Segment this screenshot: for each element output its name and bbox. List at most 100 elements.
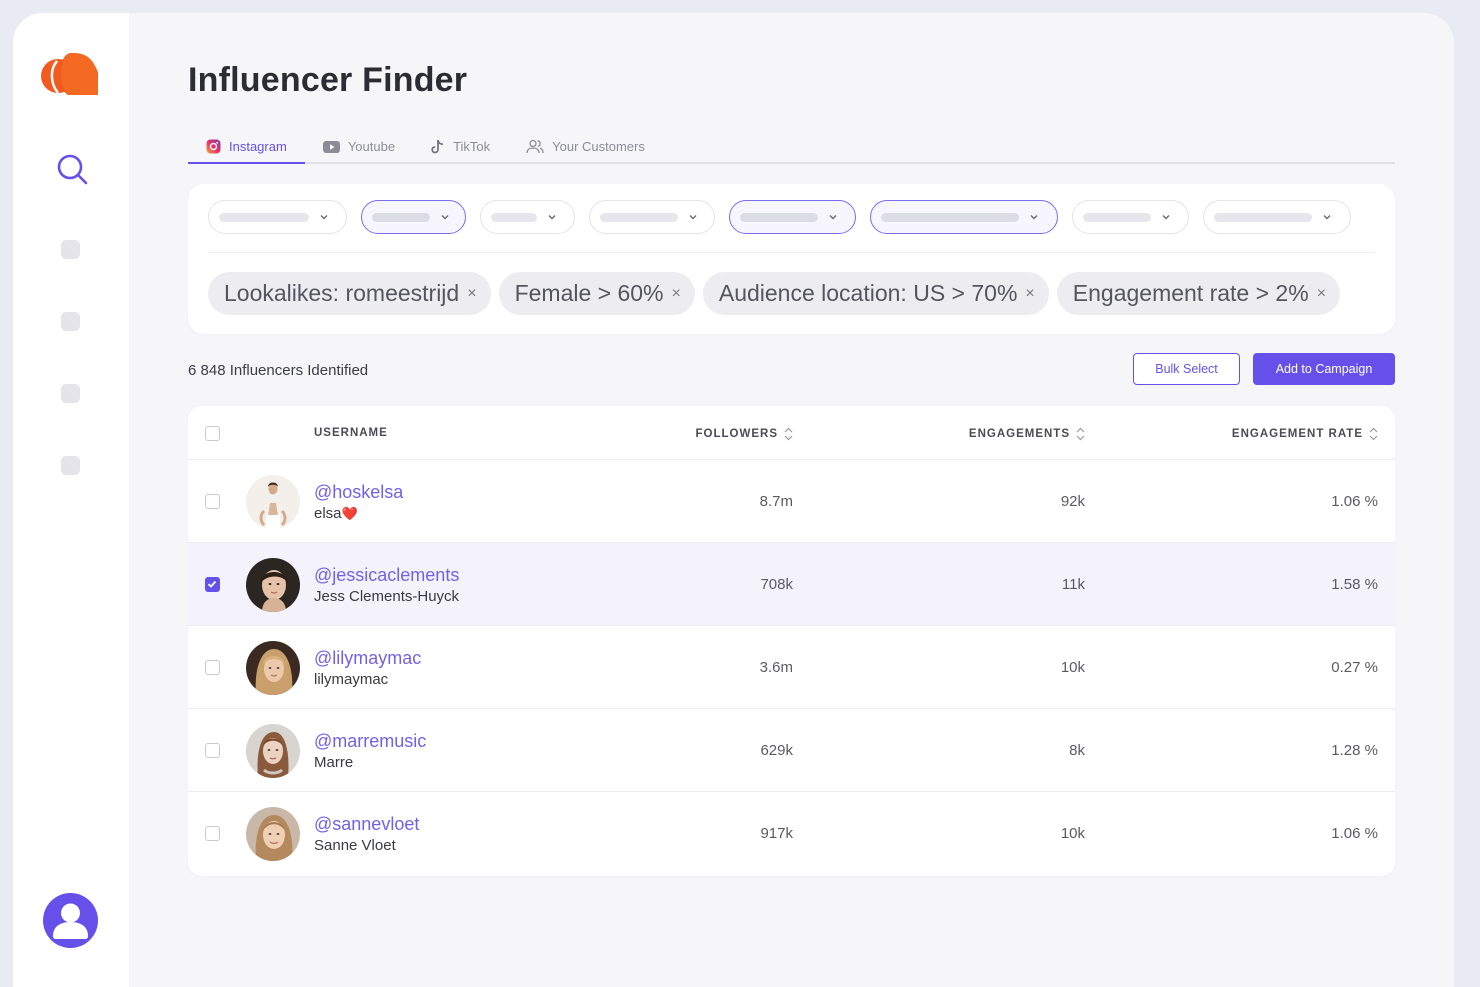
- users-icon: [526, 139, 544, 154]
- tab-youtube[interactable]: Youtube: [305, 131, 413, 162]
- placeholder-bar: [219, 212, 309, 222]
- table-row[interactable]: @lilymaymac lilymaymac 3.6m 10k 0.27 %: [188, 626, 1395, 709]
- engagement-rate-value: 0.27 %: [1331, 659, 1378, 676]
- remove-chip-icon[interactable]: ×: [671, 284, 681, 302]
- nav-item-placeholder-icon[interactable]: [61, 312, 80, 331]
- column-header-engagement-rate[interactable]: ENGAGEMENT RATE: [1232, 427, 1378, 441]
- nav-item-placeholder-icon[interactable]: [61, 384, 80, 403]
- tab-label: Youtube: [347, 139, 396, 154]
- row-checkbox[interactable]: [205, 577, 220, 592]
- app-frame: Influencer Finder Instagram Youtube: [13, 13, 1454, 987]
- filter-dropdown-active[interactable]: [729, 200, 856, 234]
- avatar[interactable]: [246, 724, 300, 778]
- brand-logo-icon[interactable]: [40, 49, 102, 99]
- tab-your-customers[interactable]: Your Customers: [508, 131, 663, 162]
- placeholder-bar: [1214, 212, 1312, 222]
- tab-instagram[interactable]: Instagram: [188, 131, 305, 164]
- column-label: USERNAME: [314, 427, 388, 439]
- add-to-campaign-button[interactable]: Add to Campaign: [1253, 353, 1395, 385]
- filter-dropdown-active[interactable]: [361, 200, 466, 234]
- filter-chip-gender[interactable]: Female > 60% ×: [498, 272, 695, 315]
- column-header-followers[interactable]: FOLLOWERS: [696, 427, 793, 441]
- column-label: FOLLOWERS: [695, 428, 778, 440]
- chip-label: Engagement rate > 2%: [1072, 280, 1309, 306]
- influencer-table: USERNAME FOLLOWERS ENGAGEMENTS ENGAGEMEN…: [188, 406, 1395, 876]
- row-checkbox[interactable]: [205, 494, 220, 509]
- row-checkbox[interactable]: [205, 660, 220, 675]
- chevron-down-icon: [548, 215, 556, 220]
- engagements-value: 10k: [1060, 825, 1085, 842]
- chip-label: Lookalikes: romeestrijd: [224, 280, 460, 306]
- tab-tiktok[interactable]: TikTok: [413, 131, 508, 162]
- display-name-text: elsa: [314, 505, 342, 522]
- platform-tabs: Instagram Youtube TikTok Your Customer: [188, 131, 1395, 164]
- filter-dropdown[interactable]: [1072, 200, 1189, 234]
- chevron-down-icon: [1323, 215, 1331, 220]
- placeholder-bar: [372, 212, 430, 222]
- filter-chip-lookalikes[interactable]: Lookalikes: romeestrijd ×: [208, 272, 491, 315]
- nav-search-icon[interactable]: [55, 152, 89, 186]
- remove-chip-icon[interactable]: ×: [1316, 284, 1327, 302]
- bulk-select-button[interactable]: Bulk Select: [1133, 353, 1240, 385]
- select-all-checkbox[interactable]: [205, 426, 220, 441]
- chip-label: Female > 60%: [514, 280, 664, 306]
- avatar[interactable]: [246, 475, 300, 529]
- display-name: elsa❤️: [314, 505, 358, 522]
- filter-chip-audience-location[interactable]: Audience location: US > 70% ×: [702, 272, 1049, 315]
- avatar[interactable]: [246, 641, 300, 695]
- sort-icon[interactable]: [784, 427, 793, 441]
- table-row[interactable]: @marremusic Marre 629k 8k 1.28 %: [188, 709, 1395, 792]
- tab-label: TikTok: [453, 139, 491, 154]
- table-row[interactable]: @sannevloet Sanne Vloet 917k 10k 1.06 %: [188, 792, 1395, 875]
- table-header: USERNAME FOLLOWERS ENGAGEMENTS ENGAGEMEN…: [188, 406, 1395, 460]
- placeholder-bar: [491, 212, 537, 222]
- username-link[interactable]: @sannevloet: [314, 814, 420, 834]
- username-link[interactable]: @lilymaymac: [314, 648, 422, 668]
- display-name: Sanne Vloet: [314, 837, 396, 854]
- filter-dropdown[interactable]: [480, 200, 575, 234]
- filter-dropdown[interactable]: [589, 200, 715, 234]
- username-link[interactable]: @jessicaclements: [314, 565, 460, 585]
- filter-dropdown-active[interactable]: [870, 200, 1058, 234]
- filter-dropdown[interactable]: [208, 200, 347, 234]
- placeholder-bar: [600, 212, 678, 222]
- filter-dropdown[interactable]: [1203, 200, 1351, 234]
- table-row[interactable]: @hoskelsa elsa❤️ 8.7m 92k 1.06 %: [188, 460, 1395, 543]
- profile-avatar-icon[interactable]: [43, 893, 98, 948]
- tab-label: Instagram: [229, 139, 287, 154]
- filter-chip-engagement-rate[interactable]: Engagement rate > 2% ×: [1056, 272, 1341, 315]
- table-row[interactable]: @jessicaclements Jess Clements-Huyck 708…: [188, 543, 1395, 626]
- divider: [208, 252, 1375, 253]
- engagements-value: 8k: [1069, 742, 1085, 759]
- instagram-icon: [206, 139, 221, 154]
- username-link[interactable]: @marremusic: [314, 731, 427, 751]
- engagement-rate-value: 1.06 %: [1331, 825, 1378, 842]
- youtube-icon: [322, 140, 340, 153]
- row-checkbox[interactable]: [205, 743, 220, 758]
- chevron-down-icon: [689, 215, 697, 220]
- engagement-rate-value: 1.28 %: [1331, 742, 1378, 759]
- avatar[interactable]: [246, 558, 300, 612]
- sort-icon[interactable]: [1076, 427, 1085, 441]
- followers-value: 3.6m: [759, 659, 793, 676]
- column-header-engagements[interactable]: ENGAGEMENTS: [969, 427, 1085, 441]
- nav-item-placeholder-icon[interactable]: [61, 456, 80, 475]
- avatar[interactable]: [246, 807, 300, 861]
- chevron-down-icon: [441, 215, 449, 220]
- followers-value: 708k: [760, 576, 793, 593]
- column-label: ENGAGEMENTS: [968, 428, 1070, 440]
- sort-icon[interactable]: [1369, 427, 1378, 441]
- chevron-down-icon: [1030, 215, 1038, 220]
- remove-chip-icon[interactable]: ×: [1025, 284, 1035, 302]
- page-title: Influencer Finder: [188, 61, 468, 99]
- username-link[interactable]: @hoskelsa: [314, 482, 404, 502]
- tiktok-icon: [431, 140, 444, 154]
- row-checkbox[interactable]: [205, 826, 220, 841]
- nav-item-placeholder-icon[interactable]: [61, 240, 80, 259]
- chip-label: Audience location: US > 70%: [718, 280, 1018, 306]
- remove-chip-icon[interactable]: ×: [467, 284, 477, 302]
- engagement-rate-value: 1.58 %: [1331, 576, 1378, 593]
- display-name: Marre: [314, 754, 354, 771]
- followers-value: 629k: [760, 742, 793, 759]
- checkmark-icon: [207, 580, 217, 588]
